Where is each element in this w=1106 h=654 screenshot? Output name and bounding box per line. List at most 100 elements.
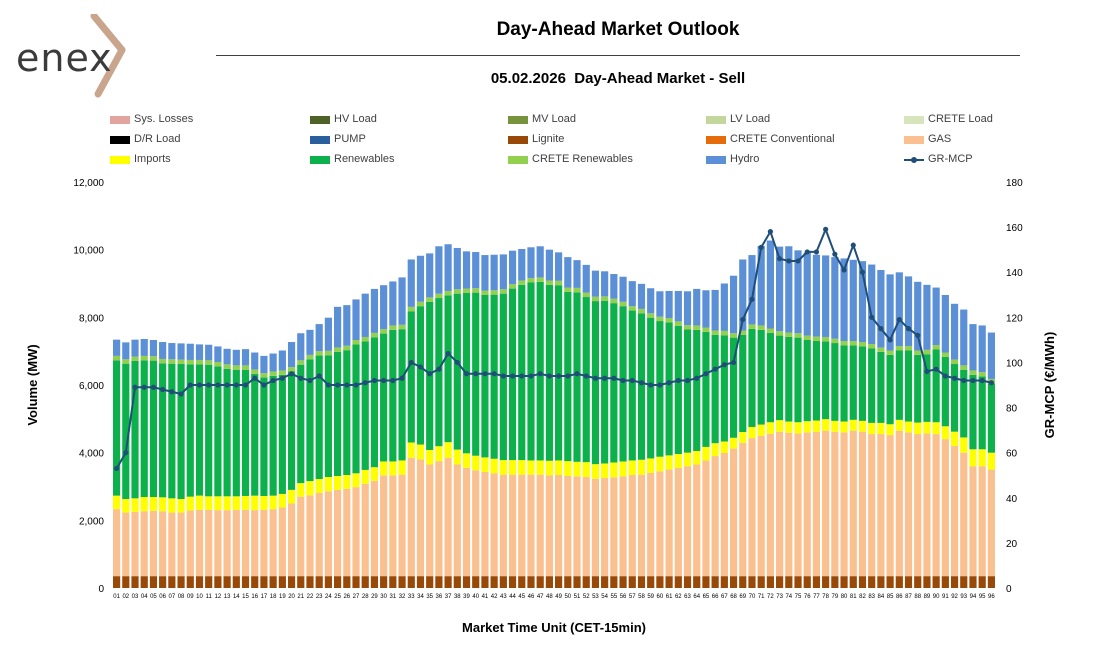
bar-crete-renewables: [858, 342, 867, 347]
bar-hydro: [776, 246, 784, 332]
x-tick-label: 52: [583, 594, 590, 600]
bar-imports: [435, 446, 443, 462]
bar-crete-renewables: [693, 325, 701, 330]
x-tick-label: 34: [417, 594, 424, 600]
bar-renewables: [693, 329, 701, 451]
bar-renewables: [168, 363, 176, 499]
legend-swatch: [904, 136, 924, 144]
bar-gas: [628, 475, 636, 577]
point-gr-mcp: [500, 373, 506, 379]
x-tick-label: 50: [564, 594, 571, 600]
point-gr-mcp: [565, 373, 571, 379]
bar-crete-renewables: [628, 306, 636, 311]
x-tick-label: 44: [509, 594, 516, 600]
bar-renewables: [241, 369, 250, 496]
bar-hydro: [186, 343, 194, 360]
point-gr-mcp: [592, 375, 599, 381]
point-gr-mcp: [454, 359, 460, 366]
bar-gas: [518, 474, 526, 577]
bar-hydro: [739, 259, 747, 331]
bar-imports: [766, 422, 774, 434]
bar-renewables: [122, 363, 130, 500]
bar-imports: [334, 476, 342, 490]
bar-crete-renewables: [444, 290, 452, 296]
y-tick-label: 12,000: [73, 178, 104, 189]
x-tick-label: 81: [850, 594, 857, 600]
bar-gas: [241, 509, 250, 577]
point-gr-mcp: [325, 382, 331, 388]
y2-tick-label: 40: [1006, 494, 1018, 505]
x-tick-label: 95: [979, 594, 986, 600]
bar-imports: [702, 446, 710, 461]
x-tick-label: 96: [988, 594, 995, 600]
point-gr-mcp: [215, 382, 221, 388]
y2-tick-label: 60: [1006, 449, 1018, 460]
bar-lignite: [352, 576, 360, 588]
bar-imports: [168, 498, 176, 513]
legend-label: PUMP: [334, 133, 366, 145]
point-gr-mcp: [233, 382, 239, 388]
bar-hydro: [453, 247, 461, 290]
point-gr-mcp: [951, 375, 958, 381]
bar-hydro: [849, 259, 857, 342]
bar-imports: [205, 496, 213, 510]
bar-gas: [619, 476, 627, 577]
bar-lignite: [582, 576, 590, 588]
bar-gas: [545, 475, 553, 577]
point-gr-mcp: [961, 377, 967, 384]
bar-lignite: [812, 576, 821, 588]
point-gr-mcp: [482, 371, 488, 377]
bar-renewables: [895, 350, 903, 420]
bar-crete-renewables: [453, 289, 461, 294]
bar-imports: [159, 497, 167, 512]
point-gr-mcp: [390, 377, 396, 384]
x-tick-label: 31: [390, 594, 397, 600]
bar-renewables: [555, 285, 563, 461]
y2-tick-label: 160: [1006, 223, 1023, 234]
bar-imports: [416, 444, 425, 460]
bar-renewables: [683, 329, 692, 453]
bar-renewables: [711, 334, 719, 444]
bar-gas: [343, 488, 351, 577]
bar-hydro: [868, 264, 876, 345]
y-tick-label: 4,000: [79, 449, 104, 460]
bar-imports: [407, 442, 415, 458]
bar-crete-renewables: [822, 336, 830, 342]
bar-crete-renewables: [472, 288, 480, 293]
bar-hydro: [472, 252, 480, 289]
bar-lignite: [904, 576, 913, 588]
bar-crete-renewables: [923, 349, 931, 355]
bar-lignite: [140, 576, 148, 588]
legend-label: CRETE Conventional: [730, 133, 835, 145]
bar-gas: [416, 459, 425, 577]
x-tick-label: 04: [141, 594, 148, 600]
bar-renewables: [987, 383, 995, 453]
bar-crete-renewables: [113, 355, 121, 361]
bar-gas: [950, 445, 959, 577]
point-gr-mcp: [887, 337, 893, 343]
x-tick-label: 65: [703, 594, 710, 600]
x-tick-label: 03: [132, 594, 139, 600]
bar-renewables: [416, 306, 425, 445]
bar-lignite: [693, 576, 701, 588]
bar-crete-renewables: [647, 313, 655, 318]
y2-axis-title: GR-MCP (€/MWh): [1042, 332, 1057, 439]
bar-crete-renewables: [462, 288, 471, 293]
bar-hydro: [223, 348, 231, 365]
bar-renewables: [729, 337, 738, 438]
point-gr-mcp: [114, 465, 120, 472]
bar-gas: [398, 474, 406, 577]
x-tick-label: 71: [758, 594, 765, 600]
bar-lignite: [674, 576, 682, 588]
point-gr-mcp: [362, 380, 368, 386]
bar-lignite: [426, 576, 434, 588]
bar-lignite: [656, 576, 664, 588]
x-tick-label: 92: [951, 594, 958, 600]
point-gr-mcp: [169, 389, 175, 395]
bar-lignite: [370, 576, 379, 588]
bar-renewables: [232, 369, 240, 497]
bar-crete-renewables: [407, 306, 415, 312]
x-tick-label: 24: [325, 594, 332, 600]
bar-renewables: [748, 328, 756, 427]
bar-gas: [665, 469, 673, 577]
